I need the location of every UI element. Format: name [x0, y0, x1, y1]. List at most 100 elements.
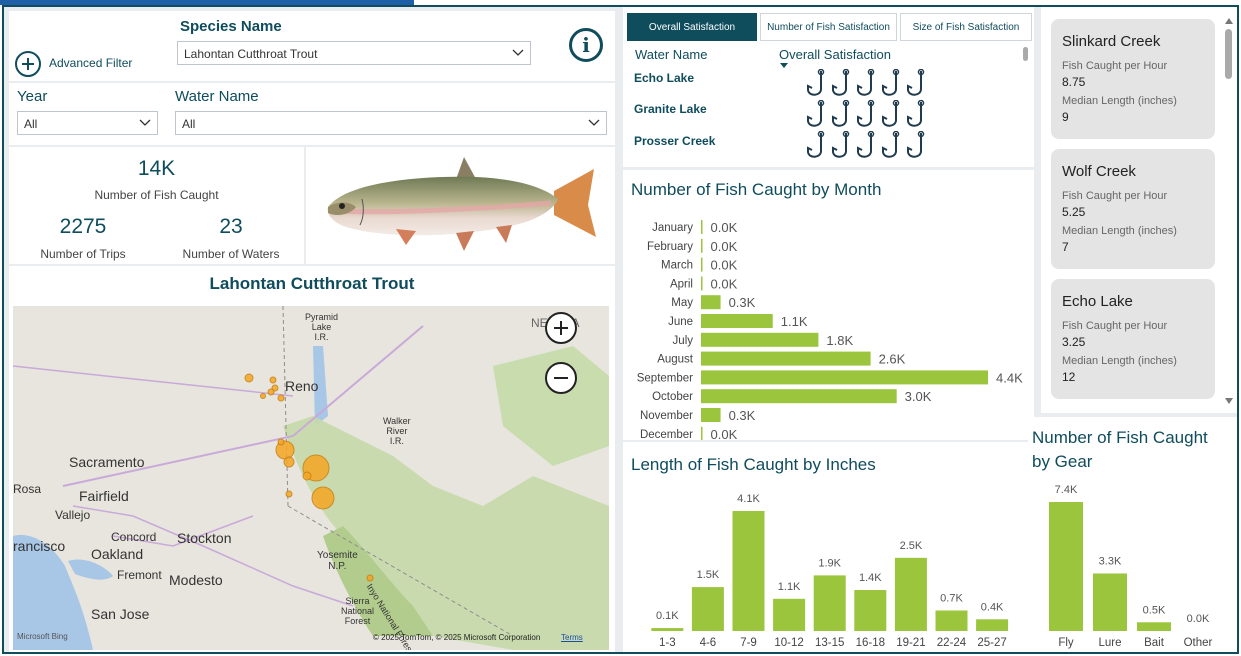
month-chart-panel: Number of Fish Caught by Month January 0.0… — [623, 170, 1034, 440]
data-label: 1.9K — [818, 557, 841, 569]
map-title: Lahontan Cutthroat Trout — [209, 274, 415, 293]
water-name-select-value: All — [182, 117, 196, 131]
bar[interactable] — [691, 587, 724, 631]
tab-overall-satisfaction[interactable]: Overall Satisfaction — [627, 13, 757, 41]
bar[interactable] — [935, 610, 968, 631]
map-label-fairfield: Fairfield — [79, 488, 129, 504]
scrollbar-thumb[interactable] — [1023, 47, 1028, 61]
card-rate-value: 3.25 — [1062, 335, 1086, 349]
bar[interactable] — [773, 598, 806, 631]
bar[interactable] — [701, 220, 703, 234]
chart-title: Number of Fish Caught by Month — [631, 180, 881, 199]
map-label-concord: Concord — [111, 530, 157, 544]
data-label: 4.4K — [996, 370, 1023, 385]
data-label: 2.5K — [900, 540, 923, 552]
y-tick-label: July — [673, 335, 694, 347]
zoom-in-button[interactable] — [545, 312, 577, 344]
fish-hook-icon — [857, 100, 875, 127]
water-name-select[interactable]: All — [175, 111, 607, 135]
y-tick-label: September — [637, 372, 693, 384]
water-card[interactable]: Echo Lake Fish Caught per Hour 3.25 Medi… — [1051, 279, 1215, 399]
card-length-value: 7 — [1062, 240, 1069, 254]
tab-size-of-fish-satisfaction[interactable]: Size of Fish Satisfaction — [900, 13, 1032, 41]
kpi-panel: 14K Number of Fish Caught 2275 Number of… — [9, 147, 304, 264]
waters-value: 23 — [219, 215, 243, 238]
bar[interactable] — [701, 389, 897, 404]
x-tick-label: Lure — [1098, 637, 1121, 649]
card-length-label: Median Length (inches) — [1062, 355, 1177, 367]
map-area[interactable]: Pyramid Lake I.R. Reno Walker River I.R.… — [13, 306, 609, 650]
cards-scrollbar-thumb[interactable] — [1225, 29, 1232, 79]
water-card[interactable]: Slinkard Creek Fish Caught per Hour 8.75… — [1051, 19, 1215, 139]
bar[interactable] — [1093, 573, 1127, 631]
add-filter-icon[interactable] — [15, 51, 41, 77]
year-select-value: All — [24, 117, 38, 131]
chevron-down-icon — [588, 119, 600, 126]
bar[interactable] — [1049, 502, 1083, 631]
dashboard-frame: Advanced Filter Species Name Lahontan Cu… — [2, 5, 1239, 654]
card-length-label: Median Length (inches) — [1062, 225, 1177, 237]
data-label: 0.0K — [1187, 613, 1210, 625]
bar[interactable] — [701, 408, 721, 422]
map-label-pyramid: Pyramid Lake I.R. — [305, 312, 339, 342]
scroll-down-icon[interactable] — [1224, 397, 1234, 405]
scroll-up-icon[interactable] — [1224, 17, 1234, 25]
zoom-out-button[interactable] — [545, 362, 577, 394]
bar[interactable] — [701, 238, 703, 253]
bar[interactable] — [976, 619, 1009, 631]
x-tick-label: 4-6 — [700, 637, 717, 649]
bar[interactable] — [701, 276, 703, 291]
bing-logo: Microsoft Bing — [17, 632, 68, 641]
bar[interactable] — [854, 590, 887, 631]
col-header-overall[interactable]: Overall Satisfaction — [779, 47, 891, 62]
map-label-sacramento: Sacramento — [69, 454, 145, 470]
chart-title: Number of Fish Caught — [1032, 428, 1208, 447]
y-tick-label: April — [670, 278, 693, 290]
tab-number-of-fish-satisfaction[interactable]: Number of Fish Satisfaction — [760, 13, 897, 41]
data-label: 0.0K — [711, 258, 738, 273]
chart-title: Length of Fish Caught by Inches — [631, 455, 876, 474]
data-label: 1.4K — [859, 572, 882, 584]
year-select[interactable]: All — [17, 111, 158, 135]
bar[interactable] — [813, 575, 846, 631]
info-icon[interactable]: i — [569, 28, 603, 62]
col-header-water[interactable]: Water Name — [635, 47, 708, 62]
fish-hook-icon — [907, 131, 925, 158]
map-terms-link[interactable]: Terms — [561, 633, 583, 642]
species-select-value: Lahontan Cutthroat Trout — [184, 47, 318, 61]
card-rate-label: Fish Caught per Hour — [1062, 320, 1168, 332]
filter-panel-top: Advanced Filter Species Name Lahontan Cu… — [9, 11, 615, 81]
card-title: Wolf Creek — [1062, 163, 1136, 180]
bar[interactable] — [651, 628, 684, 631]
map-label-sierra: Sierra National Forest — [341, 596, 375, 626]
bar[interactable] — [701, 332, 819, 347]
advanced-filter-link[interactable]: Advanced Filter — [49, 56, 133, 70]
species-select[interactable]: Lahontan Cutthroat Trout — [177, 41, 531, 65]
fish-hook-icon — [807, 100, 825, 127]
y-tick-label: October — [652, 391, 693, 403]
bar[interactable] — [1137, 622, 1171, 631]
bar[interactable] — [701, 351, 871, 366]
x-tick-label: 13-15 — [815, 637, 844, 649]
bar[interactable] — [894, 557, 927, 631]
bar[interactable] — [701, 295, 721, 310]
card-rate-value: 8.75 — [1062, 75, 1086, 89]
data-label: 0.0K — [711, 276, 738, 291]
map-label-san-jose: San Jose — [91, 606, 150, 622]
map-label-fremont: Fremont — [117, 568, 162, 582]
x-tick-label: 19-21 — [896, 637, 925, 649]
bar[interactable] — [701, 370, 988, 385]
length-chart-panel: Length of Fish Caught by Inches 0.1K 1-3 1.… — [623, 442, 1034, 652]
data-label: 4.1K — [737, 493, 760, 505]
bar[interactable] — [701, 314, 773, 328]
fish-hook-icon — [832, 131, 850, 158]
bar[interactable] — [701, 257, 703, 272]
fish-hook-icon — [832, 69, 850, 96]
x-tick-label: 10-12 — [774, 637, 803, 649]
bar[interactable] — [732, 511, 765, 631]
bar[interactable] — [701, 426, 703, 440]
fish-hook-icon — [907, 100, 925, 127]
chart-title-line-2: by Gear — [1032, 452, 1093, 471]
water-card[interactable]: Wolf Creek Fish Caught per Hour 5.25 Med… — [1051, 149, 1215, 269]
sort-desc-icon[interactable] — [779, 63, 789, 69]
